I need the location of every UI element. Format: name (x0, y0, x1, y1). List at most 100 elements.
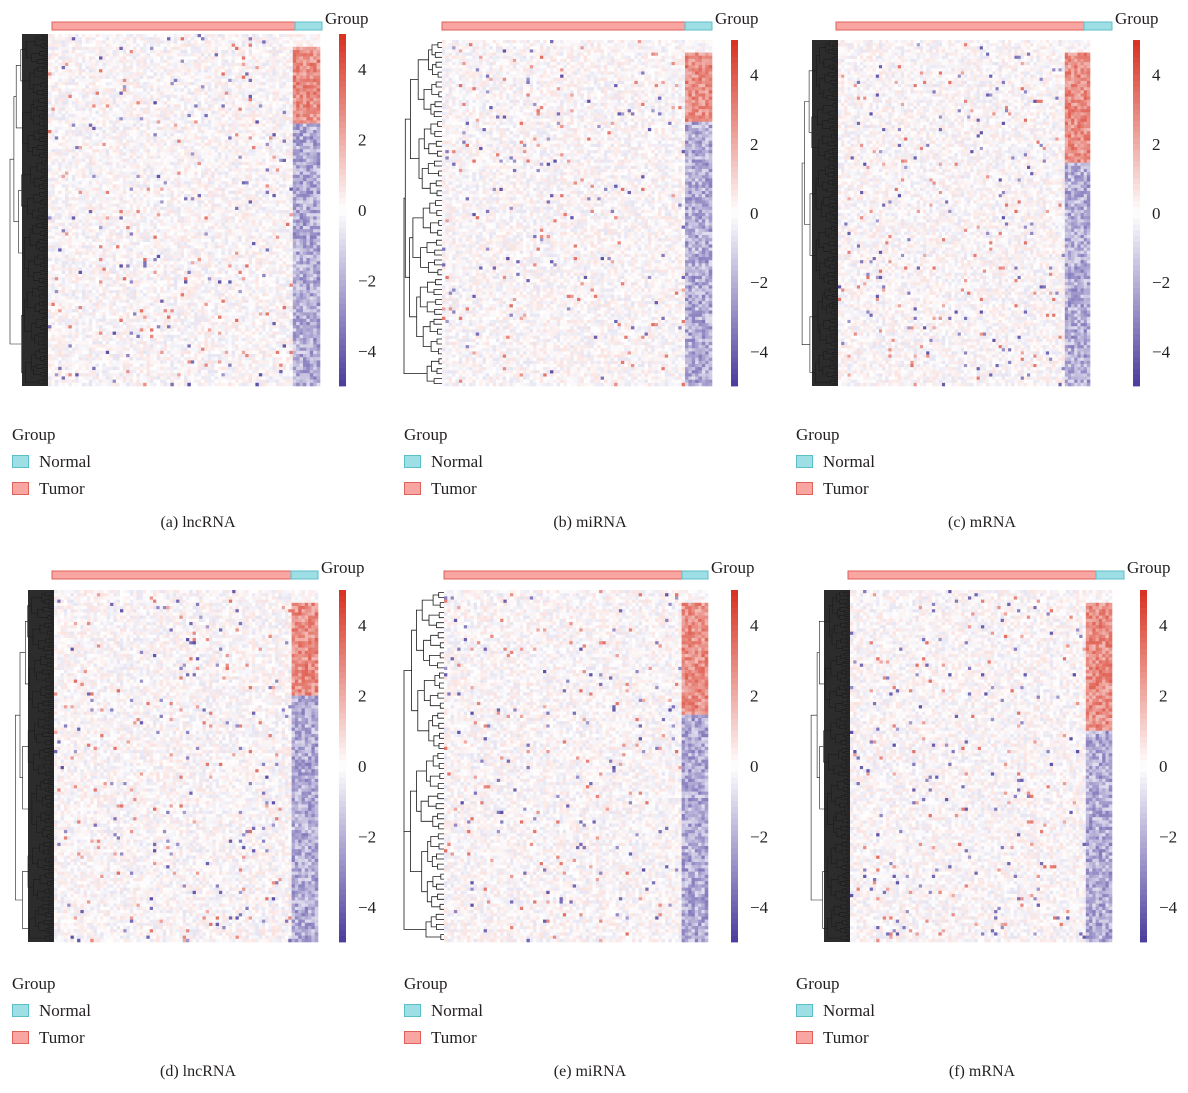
colorbar-tick-label: −4 (358, 342, 377, 361)
legend-swatch (404, 1004, 421, 1017)
group-annotation-title: Group (711, 558, 754, 577)
heatmap-panel-c: Group 4 2 0 −2 −4 Group Normal Tumor (c) mRNA (792, 4, 1172, 544)
group-legend: Group Normal Tumor (404, 971, 483, 1051)
tumor-annotation-bar (441, 21, 686, 31)
legend-swatch (796, 1031, 813, 1044)
normal-annotation-bar (684, 21, 713, 31)
normal-annotation-bar (294, 21, 323, 31)
legend-label: Tumor (823, 476, 869, 502)
legend-item: Normal (404, 448, 483, 475)
heatmap-svg: Group 4 2 0 −2 −4 (403, 9, 769, 387)
panel-caption: (e) miRNA (440, 1063, 740, 1081)
legend-item: Normal (796, 448, 875, 475)
colorbar-tick-label: −2 (1152, 273, 1170, 292)
colorbar-tick-label: 4 (750, 616, 759, 635)
colorbar: 4 2 0 −2 −4 (731, 40, 769, 387)
colorbar-tick-label: 4 (358, 60, 367, 79)
legend-label: Normal (823, 998, 875, 1024)
colorbar-tick-label: 0 (358, 201, 367, 220)
colorbar-tick-label: 0 (750, 757, 759, 776)
legend-label: Normal (823, 449, 875, 475)
group-annotation-title: Group (715, 9, 758, 28)
legend-swatch (12, 455, 29, 468)
colorbar-tick-label: 2 (750, 135, 759, 154)
colorbar: 4 2 0 −2 −4 (1140, 590, 1178, 943)
colorbar-tick-label: 2 (750, 687, 759, 706)
group-annotation-title: Group (1115, 9, 1158, 28)
colorbar-tick-label: 4 (750, 66, 759, 85)
colorbar-tick-label: −2 (1159, 827, 1177, 846)
legend-label: Normal (39, 998, 91, 1024)
colorbar-tick-label: 2 (358, 131, 367, 150)
legend-swatch (404, 482, 421, 495)
legend-item: Normal (12, 997, 91, 1024)
legend-label: Tumor (39, 476, 85, 502)
row-dendrogram (15, 590, 54, 942)
legend-label: Tumor (431, 476, 477, 502)
colorbar-tick-label: 4 (358, 616, 367, 635)
colorbar: 4 2 0 −2 −4 (339, 34, 377, 387)
legend-label: Tumor (823, 1025, 869, 1051)
heatmap-cells (444, 590, 709, 943)
group-legend: Group Normal Tumor (404, 422, 483, 502)
heatmap-panel-a: Group 4 2 0 −2 −4 Group Normal Tumor (a) lncRNA (8, 4, 388, 544)
row-dendrogram (403, 42, 442, 384)
legend-label: Normal (431, 449, 483, 475)
tumor-annotation-bar (443, 570, 683, 580)
legend-item: Tumor (12, 1024, 91, 1051)
row-dendrogram (403, 592, 444, 940)
panel-caption: (d) lncRNA (48, 1063, 348, 1081)
heatmap-cells (54, 590, 319, 943)
group-legend: Group Normal Tumor (12, 971, 91, 1051)
legend-swatch (796, 482, 813, 495)
heatmap-panel-d: Group 4 2 0 −2 −4 Group Normal Tumor (d) lncRNA (8, 553, 388, 1093)
group-annotation-title: Group (321, 558, 364, 577)
legend-title: Group (796, 971, 875, 997)
legend-title: Group (12, 971, 91, 997)
colorbar-tick-label: −2 (750, 273, 768, 292)
colorbar-tick-label: 0 (358, 757, 367, 776)
legend-swatch (12, 1031, 29, 1044)
legend-swatch (404, 455, 421, 468)
colorbar-tick-label: 4 (1159, 616, 1168, 635)
colorbar-tick-label: −4 (750, 342, 769, 361)
tumor-annotation-bar (51, 570, 292, 580)
legend-title: Group (12, 422, 91, 448)
heatmap-cells (850, 590, 1113, 943)
normal-annotation-bar (1083, 21, 1113, 31)
tumor-annotation-bar (835, 21, 1085, 31)
legend-swatch (12, 1004, 29, 1017)
legend-swatch (796, 1004, 813, 1017)
panel-caption: (b) miRNA (440, 514, 740, 532)
normal-annotation-bar (1095, 570, 1125, 580)
colorbar-tick-label: −2 (358, 271, 376, 290)
heatmap-svg: Group 4 2 0 −2 −4 (403, 558, 769, 943)
row-dendrogram (801, 40, 838, 386)
legend-item: Tumor (12, 475, 91, 502)
panel-caption: (f) mRNA (832, 1063, 1132, 1081)
colorbar: 4 2 0 −2 −4 (339, 590, 377, 943)
heatmap-svg: Group 4 2 0 −2 −4 (9, 9, 377, 387)
colorbar-tick-label: 2 (1152, 135, 1161, 154)
colorbar-tick-label: 0 (1159, 757, 1168, 776)
row-dendrogram (810, 590, 850, 942)
legend-item: Tumor (796, 475, 875, 502)
legend-label: Normal (39, 449, 91, 475)
colorbar-tick-label: 2 (358, 687, 367, 706)
legend-title: Group (404, 422, 483, 448)
normal-annotation-bar (681, 570, 709, 580)
colorbar-tick-label: −2 (750, 827, 768, 846)
legend-item: Normal (796, 997, 875, 1024)
heatmap-svg: Group 4 2 0 −2 −4 (810, 558, 1178, 943)
normal-annotation-bar (290, 570, 319, 580)
legend-title: Group (796, 422, 875, 448)
legend-label: Tumor (431, 1025, 477, 1051)
legend-item: Normal (12, 448, 91, 475)
heatmap-cells (48, 34, 321, 387)
tumor-annotation-bar (847, 570, 1097, 580)
colorbar-tick-label: 4 (1152, 66, 1161, 85)
colorbar-tick-label: −2 (358, 827, 376, 846)
colorbar-tick-label: −4 (358, 898, 377, 917)
legend-item: Normal (404, 997, 483, 1024)
heatmap-cells (442, 40, 713, 387)
